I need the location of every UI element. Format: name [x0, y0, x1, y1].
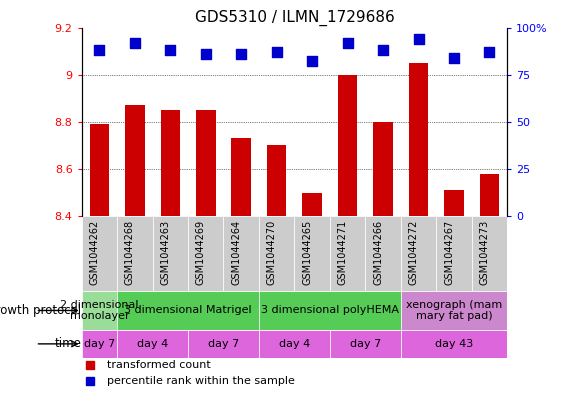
Text: day 43: day 43 — [435, 339, 473, 349]
Text: GSM1044273: GSM1044273 — [479, 220, 490, 285]
Text: day 7: day 7 — [84, 339, 115, 349]
Text: day 4: day 4 — [279, 339, 310, 349]
Text: GSM1044269: GSM1044269 — [196, 220, 206, 285]
Text: growth protocol: growth protocol — [0, 304, 82, 317]
Title: GDS5310 / ILMN_1729686: GDS5310 / ILMN_1729686 — [195, 10, 394, 26]
Bar — [373, 122, 393, 216]
Text: GSM1044266: GSM1044266 — [373, 220, 383, 285]
Bar — [231, 138, 251, 216]
Text: 2 dimensional
monolayer: 2 dimensional monolayer — [60, 300, 139, 321]
Point — [485, 49, 494, 55]
Bar — [366, 216, 401, 291]
Bar — [160, 110, 180, 216]
Text: percentile rank within the sample: percentile rank within the sample — [107, 376, 295, 386]
Bar — [188, 216, 223, 291]
Text: GSM1044264: GSM1044264 — [231, 220, 241, 285]
Bar — [82, 216, 117, 291]
Text: time: time — [55, 337, 82, 351]
Bar — [259, 291, 401, 330]
Bar — [401, 216, 436, 291]
Point — [237, 51, 246, 57]
Point — [166, 47, 175, 53]
Point — [307, 58, 317, 64]
Text: GSM1044270: GSM1044270 — [266, 220, 277, 285]
Bar — [409, 63, 429, 216]
Point — [449, 55, 459, 61]
Bar — [303, 193, 322, 216]
Bar — [153, 216, 188, 291]
Text: xenograph (mam
mary fat pad): xenograph (mam mary fat pad) — [406, 300, 502, 321]
Text: 3 dimensional polyHEMA: 3 dimensional polyHEMA — [261, 305, 399, 316]
Bar — [90, 124, 109, 216]
Text: GSM1044262: GSM1044262 — [89, 220, 99, 285]
Point — [414, 36, 423, 42]
Bar — [472, 216, 507, 291]
Text: transformed count: transformed count — [107, 360, 211, 371]
Bar — [125, 105, 145, 216]
Bar — [196, 110, 216, 216]
Text: GSM1044267: GSM1044267 — [444, 220, 454, 285]
Bar — [223, 216, 259, 291]
Text: GSM1044272: GSM1044272 — [409, 220, 419, 285]
Text: day 4: day 4 — [137, 339, 168, 349]
Point — [201, 51, 210, 57]
Bar — [117, 291, 259, 330]
Bar — [259, 330, 330, 358]
Text: day 7: day 7 — [208, 339, 239, 349]
Bar — [82, 291, 117, 330]
Bar — [401, 291, 507, 330]
Bar — [401, 330, 507, 358]
Text: 3 dimensional Matrigel: 3 dimensional Matrigel — [124, 305, 252, 316]
Bar — [338, 75, 357, 216]
Bar — [188, 330, 259, 358]
Point — [94, 47, 104, 53]
Text: day 7: day 7 — [350, 339, 381, 349]
Text: GSM1044271: GSM1044271 — [338, 220, 347, 285]
Text: GSM1044268: GSM1044268 — [125, 220, 135, 285]
Point — [378, 47, 388, 53]
Bar — [294, 216, 330, 291]
Bar — [117, 216, 153, 291]
Point — [272, 49, 282, 55]
Bar — [444, 190, 463, 216]
Point — [130, 39, 139, 46]
Point — [343, 39, 352, 46]
Text: GSM1044263: GSM1044263 — [160, 220, 170, 285]
Bar — [480, 174, 499, 216]
Text: GSM1044265: GSM1044265 — [302, 220, 312, 285]
Bar — [267, 145, 286, 216]
Bar — [436, 216, 472, 291]
Bar — [82, 330, 117, 358]
Bar — [259, 216, 294, 291]
Bar — [330, 330, 401, 358]
Bar — [330, 216, 366, 291]
Bar — [117, 330, 188, 358]
